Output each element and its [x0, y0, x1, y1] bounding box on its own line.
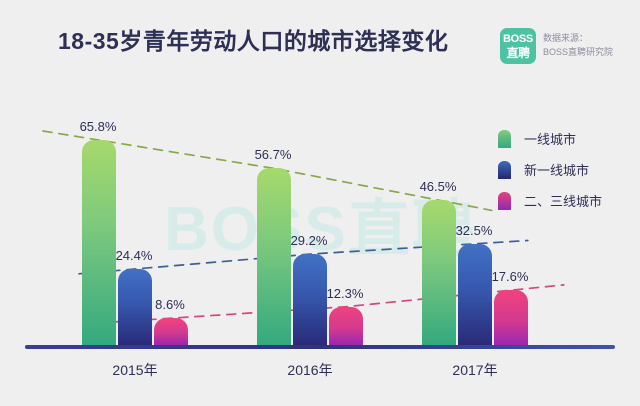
legend-item-一线城市[interactable]: 一线城市 — [498, 126, 602, 151]
bar-value-label: 29.2% — [290, 233, 328, 249]
bar-value-label: 32.5% — [455, 222, 493, 238]
boss-zhipin-logo: BOSS 直聘 — [500, 28, 536, 64]
x-axis-label-2015年: 2015年 — [112, 362, 158, 378]
bar-2015年-一线城市 — [82, 140, 116, 345]
x-axis-label-2016年: 2016年 — [287, 362, 333, 378]
bar-2016年-新一线城市 — [293, 254, 327, 345]
legend-item-新一线城市[interactable]: 新一线城市 — [498, 157, 602, 182]
bar-2017年-一线城市 — [422, 200, 456, 345]
logo-top-text: BOSS — [503, 32, 533, 45]
source-line-2: BOSS直聘研究院 — [543, 47, 614, 57]
bar-value-label: 24.4% — [115, 248, 153, 263]
data-source-block: BOSS 直聘 数据来源： BOSS直聘研究院 — [500, 28, 613, 64]
legend-item-label: 一线城市 — [524, 132, 577, 147]
source-text: 数据来源： BOSS直聘研究院 — [543, 32, 613, 60]
legend-swatch-icon — [498, 160, 511, 179]
legend-item-二、三线城市[interactable]: 二、三线城市 — [498, 188, 602, 213]
source-line-1: 数据来源： — [543, 33, 589, 44]
bar-2016年-一线城市 — [257, 168, 291, 345]
bar-value-label: 56.7% — [254, 147, 292, 163]
legend-item-label: 二、三线城市 — [524, 194, 603, 209]
x-axis-line — [25, 345, 615, 349]
bar-2016年-二、三线城市 — [329, 306, 363, 345]
chart-legend: 一线城市新一线城市二、三线城市 — [498, 126, 602, 219]
plot-area: BOSS直聘 65.8% 24.4% 8.6% 56.7% 29.2% 12.3% 46.5… — [0, 78, 640, 406]
logo-bottom-text: 直聘 — [506, 45, 530, 60]
bar-value-label: 46.5% — [419, 179, 457, 195]
bar-value-label: 65.8% — [79, 119, 117, 135]
x-axis-label-2017年: 2017年 — [452, 362, 498, 378]
bar-value-label: 17.6% — [491, 269, 529, 285]
bar-value-label: 8.6% — [155, 297, 185, 313]
legend-swatch-icon — [498, 129, 511, 148]
bar-value-label: 12.3% — [326, 285, 364, 301]
bar-2015年-二、三线城市 — [154, 318, 188, 345]
bar-2017年-新一线城市 — [458, 243, 492, 345]
bar-2015年-新一线城市 — [118, 269, 152, 345]
legend-item-label: 新一线城市 — [524, 163, 590, 178]
bar-2017年-二、三线城市 — [494, 290, 528, 345]
page-title: 18-35岁青年劳动人口的城市选择变化 — [58, 28, 449, 54]
legend-swatch-icon — [498, 191, 511, 210]
chart-header: 18-35岁青年劳动人口的城市选择变化 BOSS 直聘 数据来源： BOSS直聘… — [0, 0, 640, 78]
